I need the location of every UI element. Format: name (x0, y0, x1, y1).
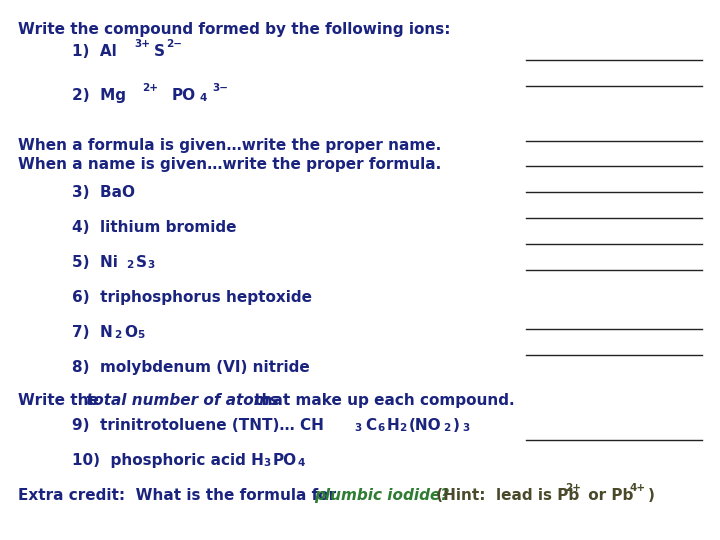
Text: 2−: 2− (166, 39, 182, 49)
Text: Write the: Write the (18, 393, 104, 408)
Text: ): ) (648, 488, 655, 503)
Text: 10)  phosphoric acid H: 10) phosphoric acid H (72, 453, 264, 468)
Text: 2: 2 (114, 330, 121, 340)
Text: O: O (124, 325, 137, 340)
Text: C: C (365, 418, 376, 433)
Text: 5)  Ni: 5) Ni (72, 255, 118, 270)
Text: 3: 3 (462, 423, 469, 433)
Text: 3: 3 (147, 260, 154, 270)
Text: 2)  Mg: 2) Mg (72, 88, 126, 103)
Text: 1)  Al: 1) Al (72, 44, 117, 59)
Text: 2+: 2+ (142, 83, 158, 93)
Text: 4)  lithium bromide: 4) lithium bromide (72, 220, 236, 235)
Text: When a formula is given…write the proper name.: When a formula is given…write the proper… (18, 138, 441, 153)
Text: 5: 5 (137, 330, 144, 340)
Text: 3)  BaO: 3) BaO (72, 185, 135, 200)
Text: total number of atoms: total number of atoms (86, 393, 279, 408)
Text: 2+: 2+ (565, 483, 581, 493)
Text: 3+: 3+ (134, 39, 150, 49)
Text: ): ) (453, 418, 460, 433)
Text: Extra credit:  What is the formula for: Extra credit: What is the formula for (18, 488, 341, 503)
Text: 2: 2 (399, 423, 406, 433)
Text: When a name is given…write the proper formula.: When a name is given…write the proper fo… (18, 157, 441, 172)
Text: (Hint:  lead is Pb: (Hint: lead is Pb (431, 488, 580, 503)
Text: 4: 4 (298, 458, 305, 468)
Text: S: S (136, 255, 147, 270)
Text: PO: PO (172, 88, 196, 103)
Text: 3−: 3− (212, 83, 228, 93)
Text: 8)  molybdenum (VI) nitride: 8) molybdenum (VI) nitride (72, 360, 310, 375)
Text: 6: 6 (377, 423, 384, 433)
Text: 2: 2 (126, 260, 133, 270)
Text: 3: 3 (263, 458, 270, 468)
Text: PO: PO (273, 453, 297, 468)
Text: S: S (154, 44, 165, 59)
Text: 4: 4 (200, 93, 207, 103)
Text: 2: 2 (443, 423, 450, 433)
Text: plumbic iodide?: plumbic iodide? (314, 488, 449, 503)
Text: that make up each compound.: that make up each compound. (249, 393, 515, 408)
Text: 9)  trinitrotoluene (TNT)… CH: 9) trinitrotoluene (TNT)… CH (72, 418, 324, 433)
Text: 4+: 4+ (630, 483, 646, 493)
Text: (NO: (NO (409, 418, 441, 433)
Text: 3: 3 (354, 423, 361, 433)
Text: or Pb: or Pb (583, 488, 634, 503)
Text: H: H (387, 418, 400, 433)
Text: 6)  triphosphorus heptoxide: 6) triphosphorus heptoxide (72, 290, 312, 305)
Text: 7)  N: 7) N (72, 325, 113, 340)
Text: Write the compound formed by the following ions:: Write the compound formed by the followi… (18, 22, 451, 37)
